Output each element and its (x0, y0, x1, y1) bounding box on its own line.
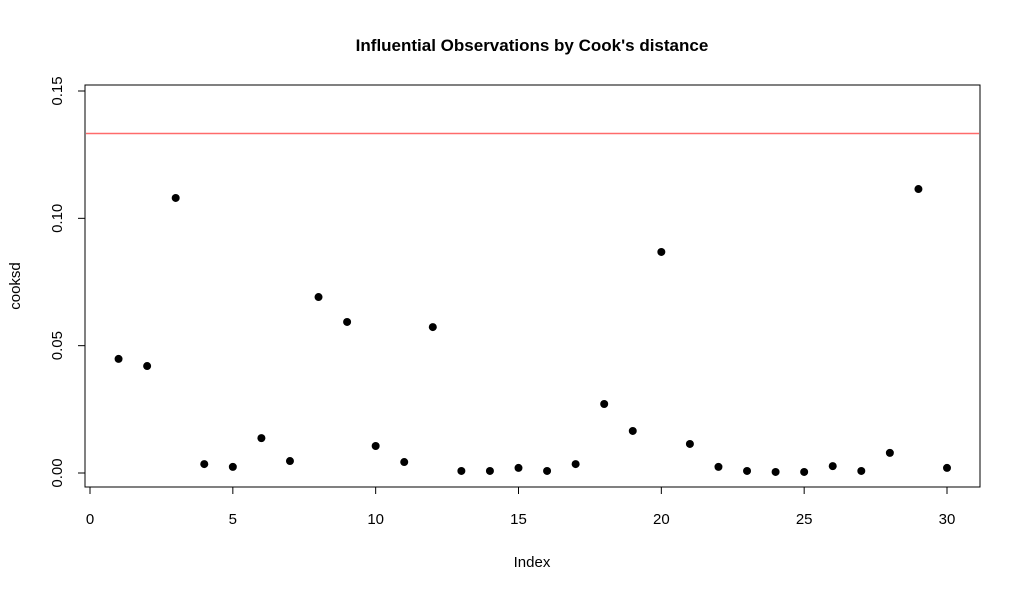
data-point (743, 466, 752, 475)
y-tick-label: 0.00 (49, 458, 66, 487)
x-tick-label: 0 (86, 511, 94, 528)
data-point (571, 460, 580, 469)
data-point (457, 466, 466, 475)
data-point (400, 458, 409, 467)
y-tick-label: 0.05 (49, 331, 66, 360)
data-point (857, 466, 866, 475)
data-point (314, 293, 323, 302)
data-point (228, 462, 237, 471)
data-point (485, 466, 494, 475)
data-point (800, 467, 809, 476)
data-point (371, 442, 380, 451)
data-point (628, 426, 637, 435)
data-point (200, 460, 209, 469)
x-tick-label: 5 (229, 511, 237, 528)
x-axis-label: Index (514, 554, 551, 571)
data-point (943, 463, 951, 472)
data-point (285, 457, 294, 466)
y-tick-label: 0.15 (49, 76, 66, 105)
y-tick-label: 0.10 (49, 204, 66, 233)
data-point (114, 354, 123, 363)
x-tick-label: 10 (367, 511, 384, 528)
data-point (828, 462, 837, 471)
data-point (771, 467, 780, 476)
data-point (428, 323, 437, 332)
data-point (657, 247, 666, 256)
y-axis-label: cooksd (7, 262, 24, 310)
x-tick-label: 20 (653, 511, 670, 528)
x-tick-label: 25 (796, 511, 813, 528)
y-axis: 0.00 0.05 0.10 0.15 (49, 76, 86, 488)
plot-frame (84, 84, 981, 488)
data-point (885, 448, 894, 457)
data-point (714, 462, 723, 471)
data-point (343, 317, 352, 326)
data-points (114, 185, 951, 476)
data-point (514, 463, 523, 472)
data-point (600, 399, 609, 408)
data-point (685, 439, 694, 448)
x-tick-label: 15 (510, 511, 527, 528)
data-point (171, 193, 180, 202)
x-tick-label: 30 (939, 511, 956, 528)
data-point (257, 434, 266, 443)
chart-title: Influential Observations by Cook's dista… (356, 36, 709, 55)
data-point (914, 185, 923, 194)
data-point (543, 466, 552, 475)
x-axis: 0 5 10 15 20 25 30 (86, 486, 956, 528)
data-point (143, 362, 152, 371)
